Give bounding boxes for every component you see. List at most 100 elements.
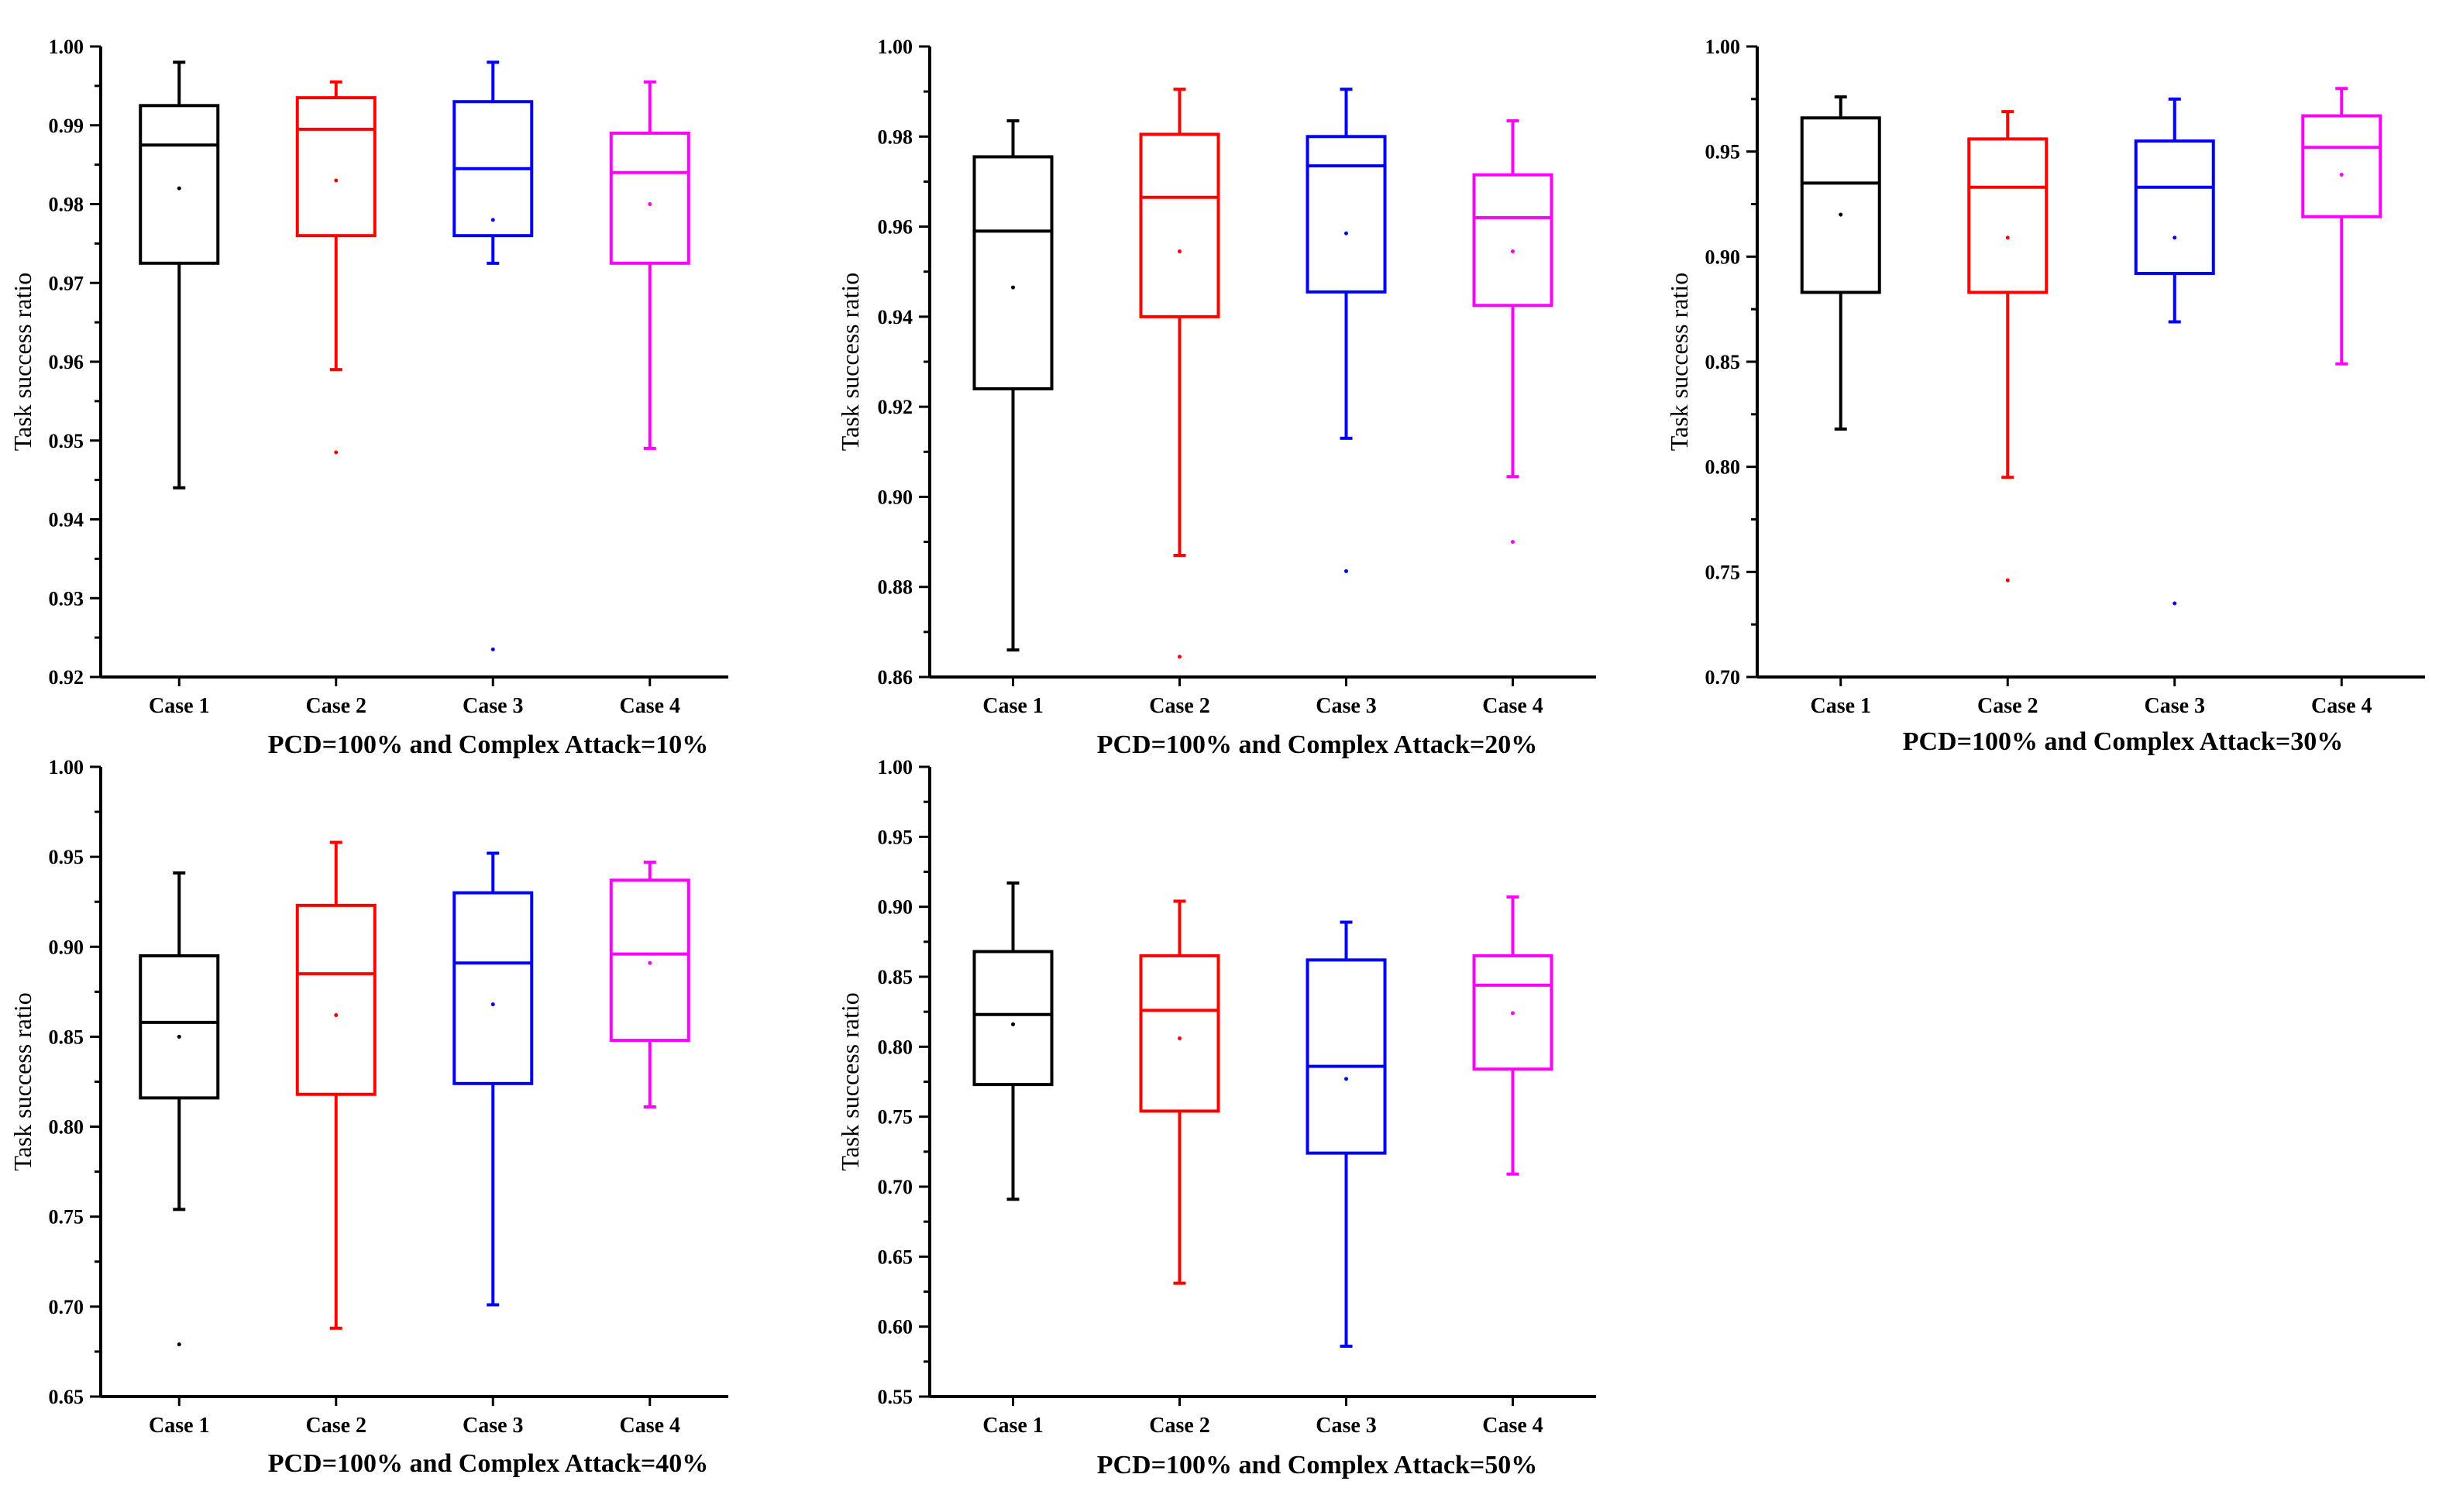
mean-marker bbox=[1344, 231, 1348, 235]
mean-marker bbox=[1178, 1036, 1182, 1040]
x-tick-label: Case 1 bbox=[149, 694, 210, 718]
y-tick-label: 0.94 bbox=[49, 509, 84, 531]
mean-marker bbox=[177, 1034, 181, 1039]
x-tick-label: Case 2 bbox=[305, 694, 366, 718]
y-tick-label: 0.97 bbox=[49, 272, 84, 294]
iqr-box bbox=[2301, 114, 2382, 218]
box-case-1 bbox=[139, 871, 220, 1347]
box-case-4 bbox=[1472, 119, 1553, 545]
iqr-box bbox=[972, 155, 1054, 390]
iqr-box bbox=[1472, 173, 1553, 308]
panel-caption: PCD=100% and Complex Attack=10% bbox=[268, 730, 709, 759]
iqr-box bbox=[452, 891, 534, 1085]
iqr-box bbox=[2134, 139, 2215, 276]
panel-1: 0.92 0.93 0.94 0.95 0.96 0.97 0.98 0.99 1.00 Task… bbox=[9, 36, 728, 759]
x-tick-label: Case 3 bbox=[463, 694, 524, 718]
x-tick-label: Case 2 bbox=[1149, 1414, 1210, 1438]
y-tick-label: 0.88 bbox=[878, 576, 913, 599]
box-case-2 bbox=[1139, 899, 1220, 1285]
outlier-point bbox=[490, 647, 495, 651]
y-tick-label: 1.00 bbox=[878, 756, 913, 778]
panel-caption: PCD=100% and Complex Attack=50% bbox=[1097, 1451, 1538, 1479]
y-tick-label: 0.85 bbox=[1705, 351, 1741, 373]
y-tick-label: 0.70 bbox=[1705, 666, 1741, 689]
x-tick-label: Case 4 bbox=[1482, 1414, 1543, 1438]
y-tick-label: 0.55 bbox=[878, 1386, 913, 1408]
y-tick-label: 0.75 bbox=[49, 1206, 84, 1228]
box-case-3 bbox=[452, 60, 534, 651]
y-tick-label: 0.90 bbox=[878, 896, 913, 919]
mean-marker bbox=[1511, 1011, 1515, 1015]
y-tick-label: 0.98 bbox=[49, 194, 84, 216]
y-tick-label: 0.92 bbox=[878, 396, 913, 418]
panel-caption: PCD=100% and Complex Attack=40% bbox=[268, 1449, 709, 1478]
mean-marker bbox=[1839, 212, 1843, 217]
y-tick-label: 0.85 bbox=[49, 1026, 84, 1048]
x-tick-label: Case 2 bbox=[1149, 694, 1210, 718]
box-case-4 bbox=[1472, 895, 1553, 1176]
mean-marker bbox=[2005, 235, 2010, 240]
y-tick-label: 0.92 bbox=[49, 666, 84, 689]
y-tick-label: 0.80 bbox=[878, 1036, 913, 1058]
y-tick-label: 0.86 bbox=[878, 666, 913, 689]
panel-5: 0.55 0.60 0.65 0.70 0.75 0.80 0.85 0.90 0.95 1.00… bbox=[836, 756, 1596, 1479]
x-tick-label: Case 4 bbox=[2311, 694, 2372, 718]
mean-marker bbox=[648, 202, 652, 206]
box-case-3 bbox=[1306, 920, 1387, 1348]
iqr-box bbox=[1967, 137, 2049, 294]
y-axis-label: Task success ratio bbox=[9, 273, 36, 452]
x-tick-label: Case 3 bbox=[2144, 694, 2205, 718]
box-case-4 bbox=[2301, 87, 2382, 366]
y-tick-label: 0.65 bbox=[49, 1386, 84, 1408]
iqr-box bbox=[1139, 954, 1220, 1113]
iqr-box bbox=[972, 950, 1054, 1087]
outlier-point bbox=[177, 1342, 181, 1347]
box-case-1 bbox=[972, 881, 1054, 1201]
y-tick-label: 0.98 bbox=[878, 125, 913, 148]
x-tick-label: Case 2 bbox=[1977, 694, 2038, 718]
iqr-box bbox=[295, 903, 377, 1096]
box-case-2 bbox=[295, 840, 377, 1330]
y-tick-label: 0.75 bbox=[878, 1106, 913, 1129]
outlier-point bbox=[2005, 578, 2010, 582]
mean-marker bbox=[1011, 1022, 1015, 1026]
iqr-box bbox=[295, 96, 377, 238]
y-axis-label: Task success ratio bbox=[1665, 273, 1693, 452]
mean-marker bbox=[490, 1002, 495, 1007]
y-tick-label: 0.85 bbox=[878, 966, 913, 988]
y-tick-label: 0.90 bbox=[1705, 246, 1741, 268]
iqr-box bbox=[1306, 958, 1387, 1155]
y-tick-label: 0.75 bbox=[1705, 561, 1741, 583]
mean-marker bbox=[648, 960, 652, 965]
box-case-4 bbox=[609, 80, 690, 450]
y-axis-label: Task success ratio bbox=[836, 992, 864, 1171]
outlier-point bbox=[1511, 540, 1515, 545]
panel-caption: PCD=100% and Complex Attack=30% bbox=[1903, 727, 2344, 756]
box-case-1 bbox=[972, 119, 1054, 652]
mean-marker bbox=[1344, 1077, 1348, 1081]
box-case-2 bbox=[1967, 110, 2049, 582]
y-tick-label: 0.70 bbox=[49, 1296, 84, 1318]
mean-marker bbox=[1011, 285, 1015, 290]
y-tick-label: 0.94 bbox=[878, 306, 913, 328]
box-case-4 bbox=[609, 861, 690, 1109]
box-case-1 bbox=[139, 60, 220, 490]
iqr-box bbox=[139, 954, 220, 1100]
y-tick-label: 0.90 bbox=[878, 486, 913, 508]
mean-marker bbox=[490, 218, 495, 222]
outlier-point bbox=[2173, 601, 2177, 606]
x-tick-label: Case 2 bbox=[305, 1414, 366, 1438]
x-tick-label: Case 1 bbox=[149, 1414, 210, 1438]
x-tick-label: Case 1 bbox=[982, 694, 1044, 718]
mean-marker bbox=[1511, 249, 1515, 254]
outlier-point bbox=[334, 450, 339, 455]
y-axis-label: Task success ratio bbox=[836, 273, 864, 452]
x-tick-label: Case 3 bbox=[1316, 694, 1377, 718]
y-tick-label: 0.95 bbox=[1705, 141, 1741, 163]
panel-4: 0.65 0.70 0.75 0.80 0.85 0.90 0.95 1.00 Task suc… bbox=[9, 756, 728, 1478]
x-tick-label: Case 3 bbox=[463, 1414, 524, 1438]
box-case-3 bbox=[1306, 88, 1387, 573]
y-tick-label: 0.96 bbox=[49, 351, 84, 373]
y-tick-label: 0.95 bbox=[49, 430, 84, 452]
y-tick-label: 0.60 bbox=[878, 1316, 913, 1338]
